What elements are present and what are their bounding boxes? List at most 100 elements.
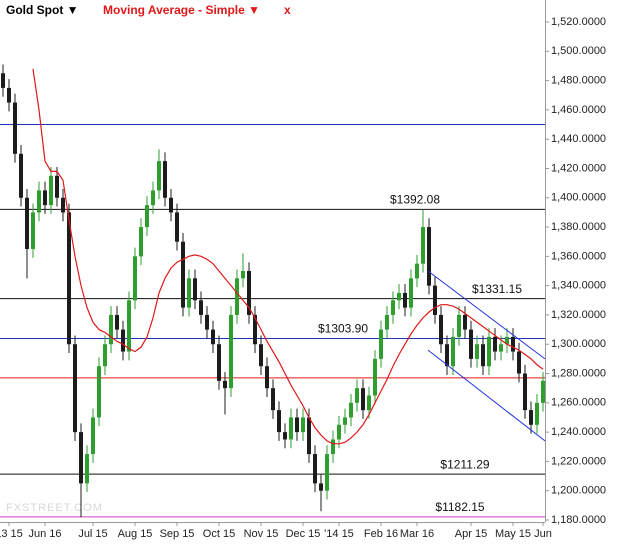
y-tick-label: 1,280.0000 bbox=[551, 367, 606, 379]
candle-body bbox=[151, 190, 155, 206]
candle-body bbox=[469, 329, 473, 359]
moving-average-line bbox=[32, 68, 544, 445]
candle-body bbox=[7, 87, 11, 103]
candle-body bbox=[451, 336, 455, 367]
x-tick-label: Dec 15 bbox=[286, 528, 321, 540]
x-tick-label: Feb 16 bbox=[364, 528, 398, 540]
candle-body bbox=[493, 336, 497, 352]
candle-body bbox=[193, 278, 197, 301]
candle-body bbox=[349, 402, 353, 418]
candle-body bbox=[25, 197, 29, 250]
candle-body bbox=[319, 483, 323, 491]
candle-body bbox=[163, 161, 167, 198]
candle-body bbox=[337, 424, 341, 440]
x-tick-label: Jun 16 bbox=[28, 528, 61, 540]
level-label: $1392.08 bbox=[390, 193, 440, 207]
candle-body bbox=[421, 227, 425, 264]
candle-body bbox=[103, 344, 107, 367]
x-tick-label: Jul 15 bbox=[78, 528, 107, 540]
x-tick-label: '14 15 bbox=[324, 528, 354, 540]
candle-body bbox=[67, 212, 71, 345]
candle-body bbox=[247, 271, 251, 315]
candle-body bbox=[313, 454, 317, 484]
y-tick-label: 1,300.0000 bbox=[551, 338, 606, 350]
candle-body bbox=[523, 373, 527, 411]
y-tick-label: 1,380.0000 bbox=[551, 221, 606, 233]
candle-body bbox=[31, 212, 35, 250]
candle-body bbox=[325, 454, 329, 491]
candle-body bbox=[343, 417, 347, 425]
candle-body bbox=[403, 292, 407, 308]
candle-body bbox=[391, 300, 395, 315]
candle-body bbox=[409, 278, 413, 308]
y-tick-label: 1,320.0000 bbox=[551, 309, 606, 321]
y-tick-label: 1,220.0000 bbox=[551, 455, 606, 467]
candle-body bbox=[61, 197, 65, 213]
candle-body bbox=[145, 205, 149, 228]
level-label: $1211.29 bbox=[440, 457, 489, 471]
candle-body bbox=[289, 417, 293, 440]
candle-body bbox=[43, 190, 47, 206]
y-tick-label: 1,360.0000 bbox=[551, 250, 606, 262]
candle-body bbox=[109, 314, 113, 345]
y-tick-label: 1,440.0000 bbox=[551, 133, 606, 145]
candle-body bbox=[487, 336, 491, 367]
candle-body bbox=[535, 402, 539, 425]
x-tick-label: Oct 15 bbox=[203, 528, 235, 540]
level-label: $1331.15 bbox=[472, 282, 522, 296]
candle-body bbox=[529, 410, 533, 425]
legend-item: Moving Average - Simple ▼ bbox=[103, 3, 260, 17]
candle-body bbox=[361, 388, 365, 411]
level-label: $1182.15 bbox=[435, 500, 484, 514]
y-tick-label: 1,180.0000 bbox=[551, 514, 606, 526]
candle-body bbox=[55, 175, 59, 198]
candle-body bbox=[205, 314, 209, 330]
candle-body bbox=[271, 388, 275, 411]
candle-body bbox=[355, 388, 359, 403]
candle-body bbox=[457, 314, 461, 337]
x-tick-label: Aug 15 bbox=[118, 528, 153, 540]
x-tick-label: Jun bbox=[534, 528, 552, 540]
candle-body bbox=[181, 241, 185, 308]
candle-body bbox=[199, 300, 203, 315]
x-tick-label: Mar 16 bbox=[400, 528, 434, 540]
candle-body bbox=[505, 336, 509, 345]
candle-body bbox=[229, 314, 233, 389]
candle-body bbox=[481, 344, 485, 367]
y-tick-label: 1,200.0000 bbox=[551, 485, 606, 497]
candle-body bbox=[169, 197, 173, 213]
candle-body bbox=[499, 344, 503, 352]
candle-body bbox=[79, 432, 83, 484]
candle-body bbox=[97, 366, 101, 418]
legend-item: x bbox=[284, 3, 291, 17]
legend-item: Gold Spot ▼ bbox=[6, 3, 79, 17]
candle-body bbox=[121, 329, 125, 352]
candle-body bbox=[445, 344, 449, 367]
y-tick-label: 1,500.0000 bbox=[551, 45, 606, 57]
y-tick-label: 1,520.0000 bbox=[551, 16, 606, 28]
candle-body bbox=[211, 329, 215, 345]
candle-body bbox=[175, 212, 179, 242]
candle-body bbox=[307, 417, 311, 455]
candle-body bbox=[301, 417, 305, 433]
candle-body bbox=[187, 278, 191, 308]
candle-body bbox=[283, 432, 287, 440]
candle-body bbox=[157, 161, 161, 191]
candle-body bbox=[439, 314, 443, 345]
candle-body bbox=[127, 300, 131, 352]
candle-body bbox=[427, 227, 431, 286]
y-tick-label: 1,420.0000 bbox=[551, 162, 606, 174]
candle-body bbox=[115, 314, 119, 330]
candle-body bbox=[295, 417, 299, 433]
candle-body bbox=[1, 73, 5, 88]
candle-body bbox=[217, 344, 221, 381]
candle-body bbox=[517, 351, 521, 374]
candle-body bbox=[511, 336, 515, 352]
candle-body bbox=[385, 314, 389, 330]
trend-line bbox=[427, 270, 546, 360]
candle-body bbox=[49, 175, 53, 206]
candle-body bbox=[379, 329, 383, 359]
